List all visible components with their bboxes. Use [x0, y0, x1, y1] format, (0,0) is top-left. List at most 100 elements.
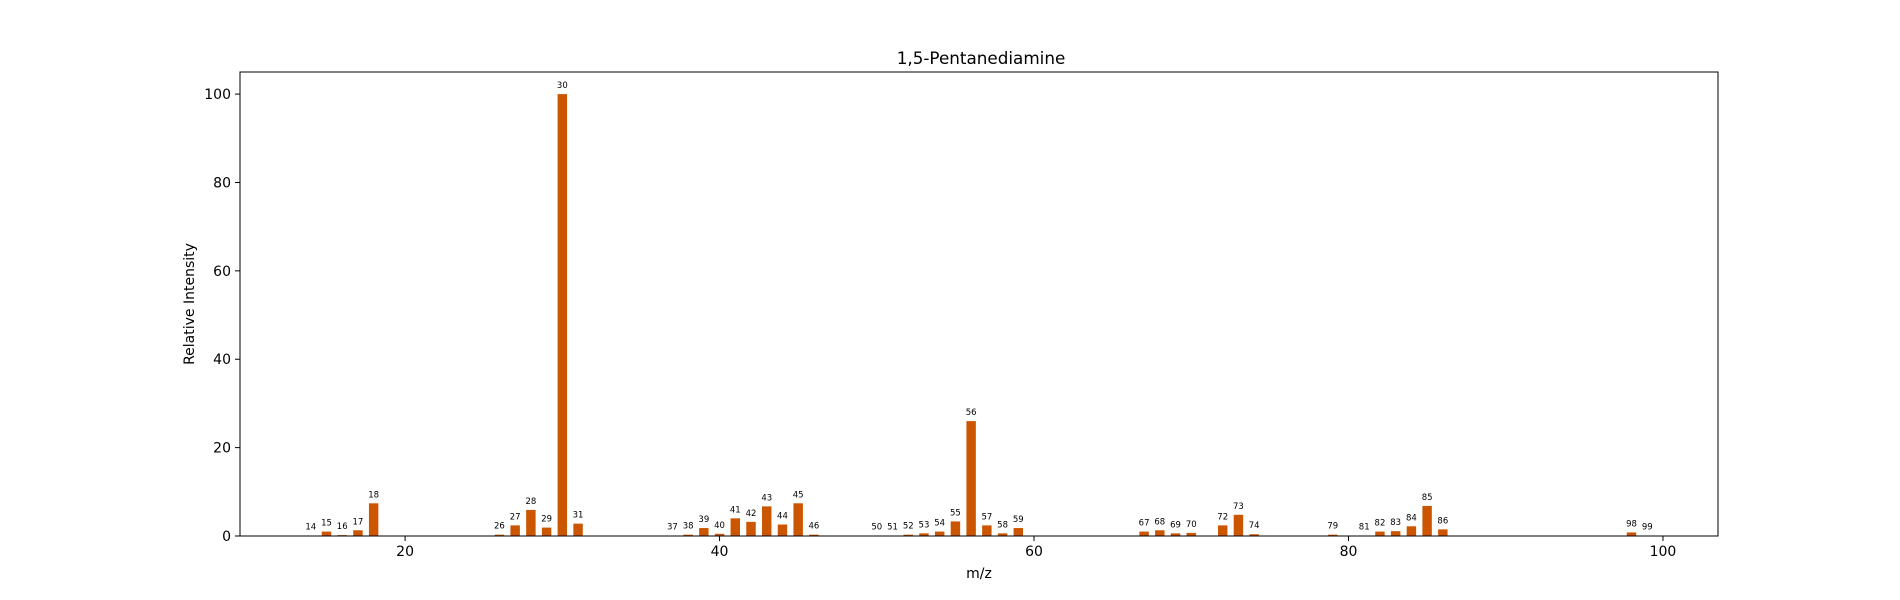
- bar-label: 84: [1406, 513, 1417, 523]
- x-tick-label: 60: [1025, 544, 1043, 560]
- bar-labels-group: 14 15 16 17 18 26 27 28 29 30 31 37 38 39 40 41 42 43 44 45…: [305, 81, 1652, 532]
- bar-label: 68: [1154, 517, 1165, 527]
- bar: [919, 533, 929, 536]
- y-tick-label: 40: [213, 352, 231, 368]
- bar-label: 26: [494, 522, 505, 532]
- bar-label: 85: [1422, 493, 1433, 503]
- bar-label: 29: [541, 515, 552, 525]
- bar-label: 18: [368, 490, 379, 500]
- bar: [494, 534, 505, 536]
- bar-label: 69: [1170, 520, 1181, 530]
- bar: [1406, 526, 1417, 536]
- bar: [1186, 532, 1196, 536]
- bar: [730, 518, 740, 536]
- bar: [541, 527, 552, 536]
- bar-label: 40: [714, 521, 725, 531]
- bar-label: 86: [1437, 516, 1448, 526]
- bar-label: 73: [1233, 502, 1244, 512]
- bar: [746, 521, 756, 536]
- bar-label: 98: [1626, 519, 1637, 529]
- bar: [573, 523, 583, 536]
- bar-label: 42: [746, 509, 757, 519]
- bar-label: 82: [1375, 519, 1386, 529]
- bar-label: 44: [777, 512, 788, 522]
- x-axis-title: m/z: [966, 566, 992, 582]
- bar-label: 30: [557, 81, 568, 91]
- bar-label: 79: [1327, 522, 1338, 532]
- bar-label: 53: [919, 520, 930, 530]
- plot-frame: [239, 71, 1719, 537]
- bar: [557, 94, 568, 536]
- bar-label: 70: [1186, 520, 1197, 530]
- bar-label: 41: [730, 505, 741, 515]
- bar-label: 51: [887, 523, 898, 533]
- bar-label: 52: [903, 522, 914, 532]
- bar: [966, 421, 976, 536]
- bar: [510, 525, 520, 536]
- bar: [1626, 532, 1637, 536]
- bar: [762, 506, 772, 536]
- bar-label: 54: [934, 519, 945, 529]
- bar-label: 37: [667, 523, 678, 533]
- bar-label: 17: [353, 517, 364, 527]
- bar: [1013, 528, 1024, 536]
- bar-label: 83: [1390, 518, 1401, 528]
- bar-label: 43: [761, 493, 772, 503]
- bar: [1375, 531, 1385, 536]
- bar-label: 31: [573, 511, 584, 521]
- bar: [368, 503, 379, 536]
- bar-label: 57: [981, 512, 992, 522]
- bar-label: 55: [950, 508, 961, 518]
- x-tick-label: 100: [1650, 544, 1677, 560]
- y-tick-label: 80: [213, 175, 231, 191]
- bar-label: 15: [321, 519, 332, 529]
- x-tick-label: 80: [1340, 544, 1358, 560]
- bar-label: 99: [1642, 523, 1653, 533]
- axes-group: 20 40 60 80 100 0 20 40 60 80 100: [204, 87, 1676, 560]
- bar: [1328, 534, 1338, 536]
- bar-label: 59: [1013, 515, 1024, 525]
- bar-label: 14: [305, 523, 316, 533]
- bar-label: 50: [871, 523, 882, 533]
- bar: [1438, 529, 1448, 536]
- bar: [699, 528, 709, 536]
- bar-label: 38: [683, 522, 694, 532]
- bar: [1139, 531, 1149, 536]
- bar: [777, 524, 788, 536]
- bar: [1233, 514, 1244, 536]
- bar-label: 39: [698, 515, 709, 525]
- bar-label: 46: [808, 522, 819, 532]
- bar: [1390, 531, 1401, 536]
- chart-title: 1,5-Pentanediamine: [897, 48, 1066, 68]
- bar: [903, 534, 913, 536]
- y-tick-label: 60: [213, 264, 231, 280]
- bar: [950, 521, 961, 536]
- bar: [809, 534, 819, 536]
- bars-group: [306, 94, 1652, 536]
- y-tick-label: 100: [204, 87, 231, 103]
- bar: [321, 531, 332, 536]
- bar-label: 72: [1217, 512, 1228, 522]
- bar-label: 28: [525, 497, 536, 507]
- bar-label: 74: [1249, 521, 1260, 531]
- x-tick-label: 20: [396, 544, 414, 560]
- bar-label: 67: [1139, 519, 1150, 529]
- bar: [1155, 530, 1165, 536]
- bar: [714, 533, 725, 536]
- bar: [793, 503, 803, 536]
- y-tick-label: 0: [222, 529, 231, 545]
- y-tick-label: 20: [213, 441, 231, 457]
- bar: [982, 525, 992, 536]
- bar-label: 56: [966, 408, 977, 418]
- bar-label: 16: [337, 522, 348, 532]
- bar-label: 58: [997, 520, 1008, 530]
- bar: [1422, 505, 1432, 536]
- bar: [1218, 525, 1228, 536]
- bar-label: 27: [510, 512, 521, 522]
- bar: [683, 534, 693, 536]
- y-axis-title: Relative Intensity: [182, 243, 198, 365]
- bar: [353, 530, 363, 536]
- bar-label: 81: [1359, 523, 1370, 533]
- x-tick-label: 40: [711, 544, 729, 560]
